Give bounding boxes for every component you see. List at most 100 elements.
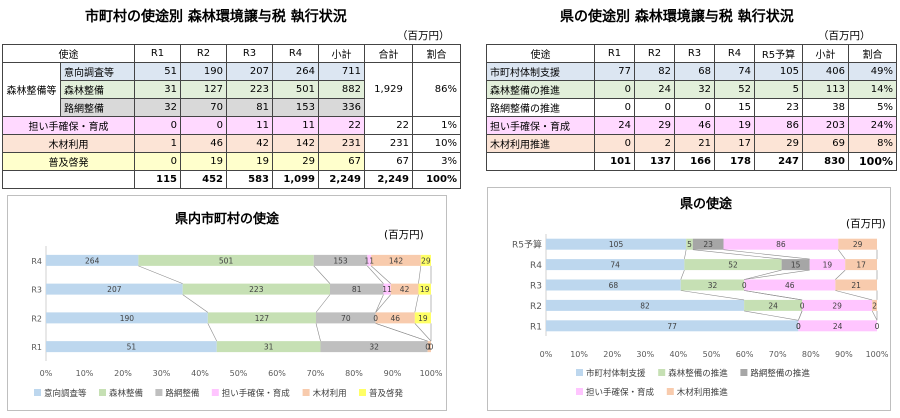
table-row: 市町村体制支援 77 82 68 74 105 406 49% [486,62,897,81]
row-label-cell: 木材利用推進 [486,134,595,153]
column-header: 使途 [2,44,135,63]
table-cell: 38 [802,98,849,117]
table-cell: 29 [754,134,803,153]
table-cell: 10% [412,134,461,153]
data-label: 77 [667,322,677,331]
row-label-cell: 担い手確保・育成 [2,116,135,135]
legend-label: 木材利用 [313,388,347,399]
column-header: R2 [634,44,675,63]
table-cell: 19 [226,152,273,171]
chart-title: 県内市町村の使途 [175,211,280,227]
table-cell: 5% [848,98,897,117]
bar-segment [546,259,685,271]
table-cell: 22 [364,116,413,135]
category-label: R3 [31,286,42,295]
chart-unit: (百万円) [384,229,424,241]
column-header: 割合 [848,44,897,63]
table-cell: 24% [848,116,897,135]
table-cell: 51 [134,62,181,81]
table-cell: 32 [674,80,715,99]
total-cell: 583 [226,170,273,189]
legend-swatch [99,389,106,396]
table-cell: 8% [848,134,897,153]
total-cell: 452 [180,170,227,189]
category-label: R4 [530,261,542,271]
table-cell: 74 [714,62,755,81]
table-row: 担い手確保・育成 24 29 46 19 86 203 24% [486,116,897,135]
data-label: 29 [853,240,863,249]
table-cell: 0 [594,134,635,153]
table-cell: 153 [272,98,319,117]
data-label: 24 [833,322,843,331]
table-total-row: 101 137 166 178 247 830 100% [486,152,897,171]
data-label: 142 [389,256,404,265]
total-cell: 137 [634,152,675,171]
table-cell: 711 [318,62,365,81]
table-cell: 0 [634,98,675,117]
legend-swatch [666,388,674,395]
table-cell: 336 [318,98,365,117]
data-label: 264 [85,256,100,265]
bar-segment [329,283,384,295]
legend-swatch [302,389,310,396]
table-cell: 207 [226,62,273,81]
legend-label: 路網整備の推進 [750,368,810,379]
x-tick-label: 60% [268,369,286,378]
table-cell: 42 [226,134,273,153]
data-label: 19 [823,261,833,270]
table-row: 森林整備の推進 0 24 32 52 5 113 14% [486,80,897,99]
x-tick-label: 20% [603,350,621,359]
legend-label: 市町村体制支援 [586,368,646,379]
data-label: 21 [851,281,861,290]
table-cell: 15 [714,98,755,117]
table-cell: 49% [848,62,897,81]
bar-segment [367,254,372,266]
x-tick-label: 70% [307,369,325,378]
column-header: 使途 [486,44,595,63]
series-connector [315,323,321,342]
x-tick-label: 100% [866,350,889,359]
data-label: 46 [390,314,400,323]
total-cell: 2,249 [364,170,413,189]
right-chart-svg: 県の使途 (百万円) R5予算 R4 R3 R2 R1 105 5 23 86 29 74 52 15 19 1… [512,196,889,398]
total-cell: 830 [802,152,849,171]
bar-segment [680,279,745,291]
table-cell: 46 [674,116,715,135]
bar-segment [872,299,877,311]
table-cell: 113 [802,80,849,99]
bar-segment [838,238,877,250]
bar-segment [744,299,803,311]
series-connector [680,290,745,301]
bar-segment [313,254,368,266]
legend-label: 担い手確保・育成 [586,387,655,398]
data-label: 11 [382,285,392,294]
series-connector [723,249,810,260]
total-label-cell [486,152,595,171]
group-share-cell: 86% [412,62,461,117]
bar-segment [744,279,836,291]
row-label-cell: 市町村体制支援 [486,62,595,81]
table-cell: 105 [754,62,803,81]
data-label: 190 [120,314,135,323]
x-tick-label: 90% [384,369,402,378]
data-label: 2 [872,301,877,310]
data-label: 32 [369,343,379,352]
series-connector [692,249,782,260]
data-label: 5 [687,240,692,249]
column-header: R3 [674,44,715,63]
table-cell: 501 [272,80,319,99]
legend-swatch [576,388,583,395]
column-header: 小計 [802,44,849,63]
data-label: 207 [107,285,122,294]
data-label: 70 [341,314,351,323]
table-cell: 24 [634,80,675,99]
series-connector [798,310,803,321]
table-row: 担い手確保・育成 0 0 11 11 22 22 1% [2,116,461,135]
data-label: 51 [127,343,137,352]
table-cell: 142 [272,134,319,153]
legend-swatch [211,389,219,396]
column-header: 合計 [364,44,413,63]
data-label: 29 [832,301,842,310]
table-cell: 70 [180,98,227,117]
data-label: 81 [352,285,362,294]
